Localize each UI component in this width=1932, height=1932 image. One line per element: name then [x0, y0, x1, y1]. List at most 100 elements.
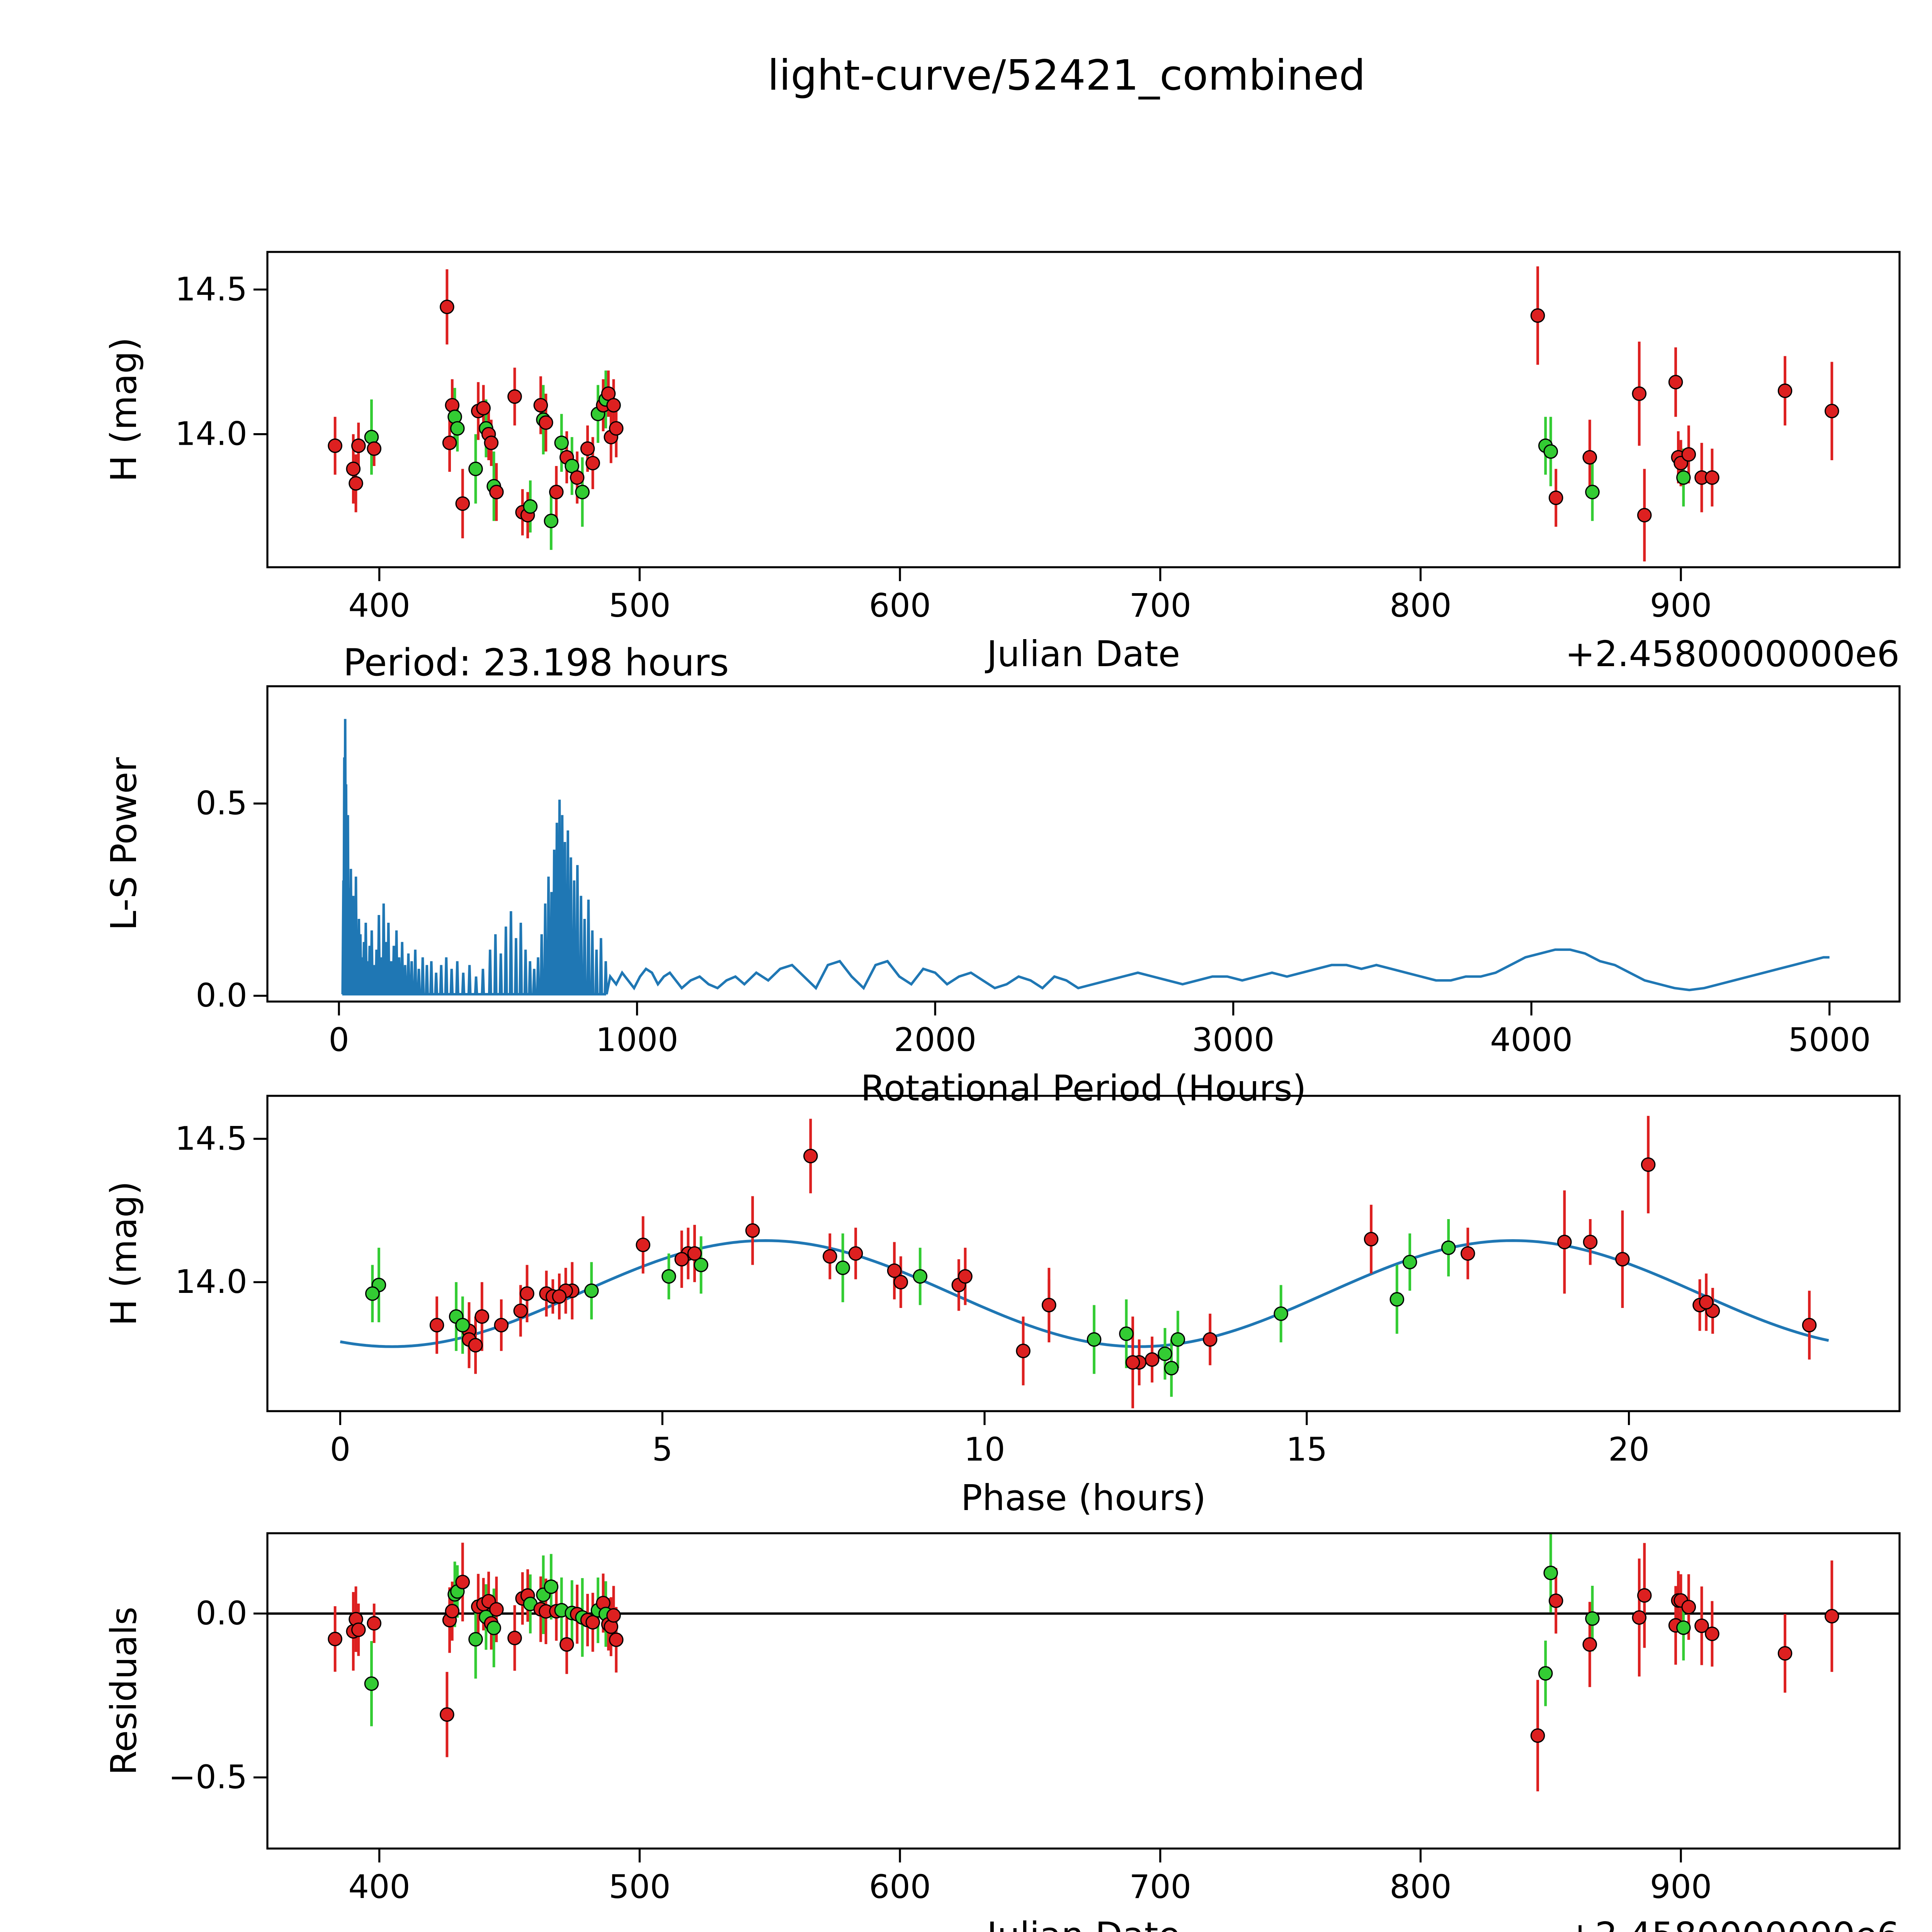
data-point-red: [367, 441, 382, 456]
data-point-green: [694, 1257, 709, 1272]
data-point-green: [1543, 444, 1558, 459]
data-point-red: [606, 1608, 621, 1623]
ls-power-line: [341, 719, 1830, 996]
residuals-offset-text: +2.4580000000e6: [1565, 1915, 1900, 1932]
data-point-red: [1705, 470, 1719, 485]
data-point-green: [835, 1260, 850, 1275]
data-point-red: [1530, 1728, 1545, 1743]
x-tick-label: 4000: [1490, 1021, 1573, 1059]
data-point-red: [585, 1615, 600, 1630]
data-point-red: [1825, 403, 1839, 418]
data-point-red: [636, 1237, 651, 1252]
data-point-red: [1825, 1609, 1839, 1624]
data-point-red: [367, 1616, 382, 1631]
data-point-red: [1777, 383, 1793, 398]
data-point-red: [351, 1622, 366, 1637]
data-points: [328, 299, 1839, 529]
data-point-green: [1676, 1620, 1691, 1635]
data-point-red: [606, 398, 621, 413]
periodogram-xlabel: Rotational Period (Hours): [861, 1068, 1306, 1109]
data-point-red: [848, 1246, 863, 1261]
phase-xlabel: Phase (hours): [961, 1477, 1206, 1519]
data-point-red: [1637, 1588, 1652, 1603]
data-point-green: [364, 1676, 379, 1691]
x-tick-label: 900: [1650, 1868, 1712, 1906]
x-tick-label: 600: [869, 587, 931, 624]
x-tick-label: 500: [609, 1868, 670, 1906]
data-point-green: [1402, 1255, 1417, 1270]
data-point-red: [609, 1632, 624, 1647]
residuals-content: [267, 1533, 1900, 1791]
data-point-red: [539, 415, 553, 430]
residuals-axes-frame: [266, 1532, 1901, 1850]
data-point-green: [450, 421, 465, 436]
data-point-red: [1681, 447, 1696, 462]
x-tick-label: 800: [1389, 587, 1451, 624]
x-tick-label: 2000: [894, 1021, 976, 1059]
data-point-red: [455, 496, 470, 511]
data-point-green: [584, 1283, 599, 1298]
phase_mag-axes-frame: [266, 1095, 1901, 1412]
x-tick-label: 400: [349, 1868, 410, 1906]
data-point-red: [803, 1148, 818, 1163]
residuals-ylabel: Residuals: [103, 1607, 145, 1775]
y-tick-label: −0.5: [168, 1758, 247, 1796]
data-point-red: [609, 421, 624, 436]
data-point-green: [1585, 485, 1600, 500]
data-point-red: [559, 1637, 574, 1652]
data-point-green: [523, 499, 538, 514]
x-tick-label: 500: [609, 587, 670, 624]
y-tick-label: 0.0: [196, 976, 247, 1014]
data-points: [328, 1565, 1839, 1743]
data-point-red: [1777, 1646, 1793, 1661]
data-point-red: [1557, 1235, 1572, 1250]
data-point-red: [445, 1604, 460, 1619]
data-point-red: [1548, 1593, 1563, 1608]
data-point-red: [570, 470, 585, 485]
data-point-red: [1582, 1637, 1597, 1652]
data-point-red: [429, 1318, 444, 1333]
data-point-green: [365, 1286, 380, 1301]
data-point-green: [468, 461, 483, 476]
data-point-green: [575, 485, 590, 500]
x-tick-label: 700: [1129, 1868, 1191, 1906]
phase_mag-content: [340, 1116, 1829, 1408]
periodogram-axes-frame: [266, 685, 1901, 1003]
data-point-red: [887, 1263, 902, 1278]
periodogram-ylabel: L-S Power: [103, 757, 145, 931]
jd_mag-content: [328, 266, 1839, 562]
jd-mag-offset-text: +2.4580000000e6: [1565, 633, 1900, 675]
data-point-green: [1389, 1292, 1405, 1307]
data-point-green: [554, 435, 569, 450]
residuals-xlabel: Julian Date: [985, 1915, 1180, 1932]
data-point-red: [507, 389, 522, 404]
x-tick-label: 15: [1286, 1430, 1327, 1468]
data-point-red: [1582, 450, 1597, 465]
y-tick-label: 0.5: [196, 784, 247, 822]
x-tick-label: 800: [1389, 1868, 1451, 1906]
data-point-red: [484, 435, 499, 450]
data-point-red: [328, 1631, 342, 1646]
data-point-green: [1164, 1361, 1179, 1376]
data-point-red: [440, 1707, 454, 1722]
data-point-red: [1668, 375, 1683, 389]
data-point-red: [1705, 1626, 1719, 1641]
data-point-red: [823, 1249, 837, 1264]
y-tick-label: 14.0: [175, 1263, 247, 1301]
data-point-red: [552, 1289, 567, 1304]
data-point-red: [494, 1318, 509, 1333]
data-points: [365, 1148, 1817, 1376]
data-point-red: [1699, 1295, 1714, 1310]
data-point-green: [1170, 1332, 1185, 1347]
data-point-red: [1681, 1600, 1696, 1614]
data-point-red: [1145, 1352, 1160, 1367]
data-point-red: [440, 299, 454, 315]
x-tick-label: 0: [328, 1021, 349, 1059]
data-point-red: [442, 435, 457, 450]
data-point-red: [1694, 1618, 1709, 1633]
data-point-green: [544, 514, 559, 529]
data-point-red: [1530, 308, 1545, 323]
data-point-green: [544, 1579, 559, 1594]
